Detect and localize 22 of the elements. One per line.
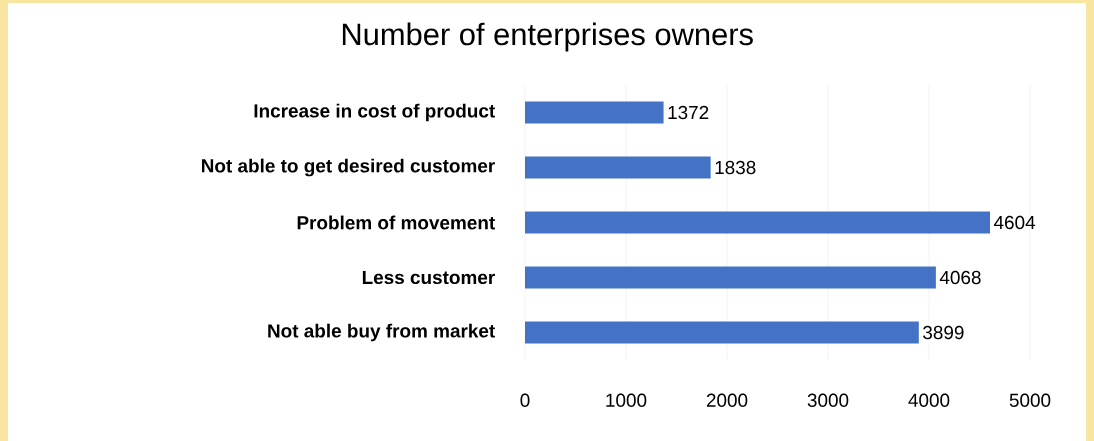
bar xyxy=(525,266,936,289)
x-tick-label: 1000 xyxy=(606,393,647,407)
data-label: 1372 xyxy=(668,105,709,120)
y-tick-label: Less customer xyxy=(362,270,495,285)
y-tick-label: Not able buy from market xyxy=(268,323,495,342)
y-tick-label: Not able to get desired customer xyxy=(201,158,495,177)
x-tick-label: 5000 xyxy=(1009,393,1051,407)
x-tick-label: 2000 xyxy=(706,393,748,407)
data-label: 4068 xyxy=(939,270,981,285)
y-tick-label: Problem of movement xyxy=(297,215,495,230)
data-label: 1838 xyxy=(715,160,756,175)
y-tick-label: Increase in cost of product xyxy=(254,103,495,122)
bar xyxy=(525,156,711,179)
x-tick-label: 4000 xyxy=(908,393,950,407)
bar xyxy=(525,101,664,124)
bar xyxy=(525,321,919,344)
chart-title: Number of enterprises owners xyxy=(342,22,753,52)
data-label: 3899 xyxy=(923,325,964,340)
x-tick-label: 3000 xyxy=(807,393,849,407)
data-label: 4604 xyxy=(993,215,1036,230)
x-tick-label: 0 xyxy=(520,393,530,407)
bar xyxy=(525,211,991,234)
